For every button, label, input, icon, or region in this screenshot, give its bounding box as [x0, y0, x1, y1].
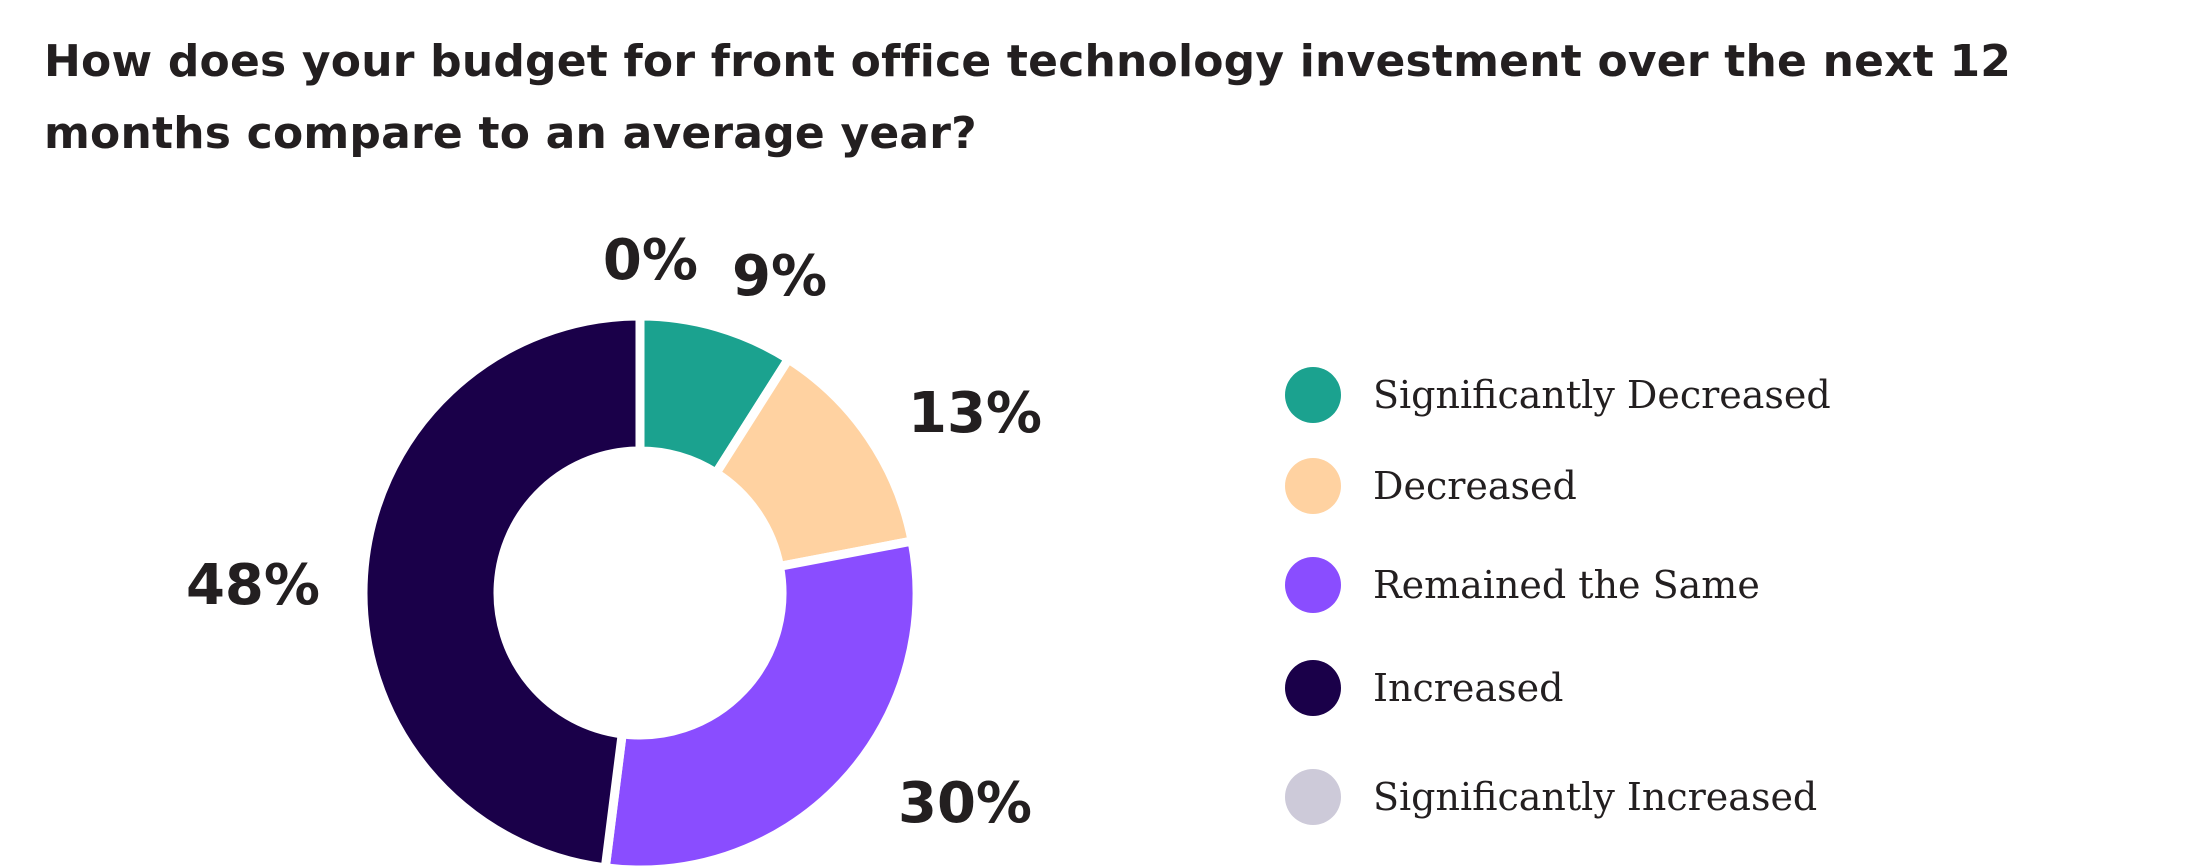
- legend-label-significantly-decreased: Significantly Decreased: [1373, 373, 1831, 417]
- legend-item-remained-the-same: Remained the Same: [1285, 555, 1760, 615]
- legend-swatch-decreased: [1285, 458, 1341, 514]
- value-label-significantly-decreased: 9%: [732, 244, 827, 309]
- value-label-significantly-increased: 0%: [603, 228, 698, 293]
- legend-item-decreased: Decreased: [1285, 456, 1577, 516]
- slice-remained-the-same: [600, 535, 922, 866]
- legend-swatch-significantly-decreased: [1285, 367, 1341, 423]
- chart-title: How does your budget for front office te…: [44, 36, 2012, 159]
- legend-item-increased: Increased: [1285, 658, 1563, 718]
- slice-increased: [358, 311, 645, 866]
- legend-label-increased: Increased: [1373, 666, 1564, 710]
- value-label-decreased: 13%: [908, 381, 1042, 446]
- legend-item-significantly-increased: Significantly Increased: [1285, 767, 1817, 827]
- legend-label-decreased: Decreased: [1373, 464, 1577, 508]
- legend-item-significantly-decreased: Significantly Decreased: [1285, 365, 1831, 425]
- legend-swatch-increased: [1285, 660, 1341, 716]
- legend-label-significantly-increased: Significantly Increased: [1373, 775, 1818, 819]
- slice-decreased: [709, 352, 918, 572]
- value-label-remained-the-same: 30%: [898, 771, 1032, 836]
- value-label-increased: 48%: [186, 553, 320, 618]
- legend-label-remained-the-same: Remained the Same: [1373, 563, 1760, 607]
- legend-swatch-significantly-increased: [1285, 769, 1341, 825]
- donut-chart: 9% 13% 30% 48% 0%: [186, 228, 1042, 866]
- legend-swatch-remained-the-same: [1285, 557, 1341, 613]
